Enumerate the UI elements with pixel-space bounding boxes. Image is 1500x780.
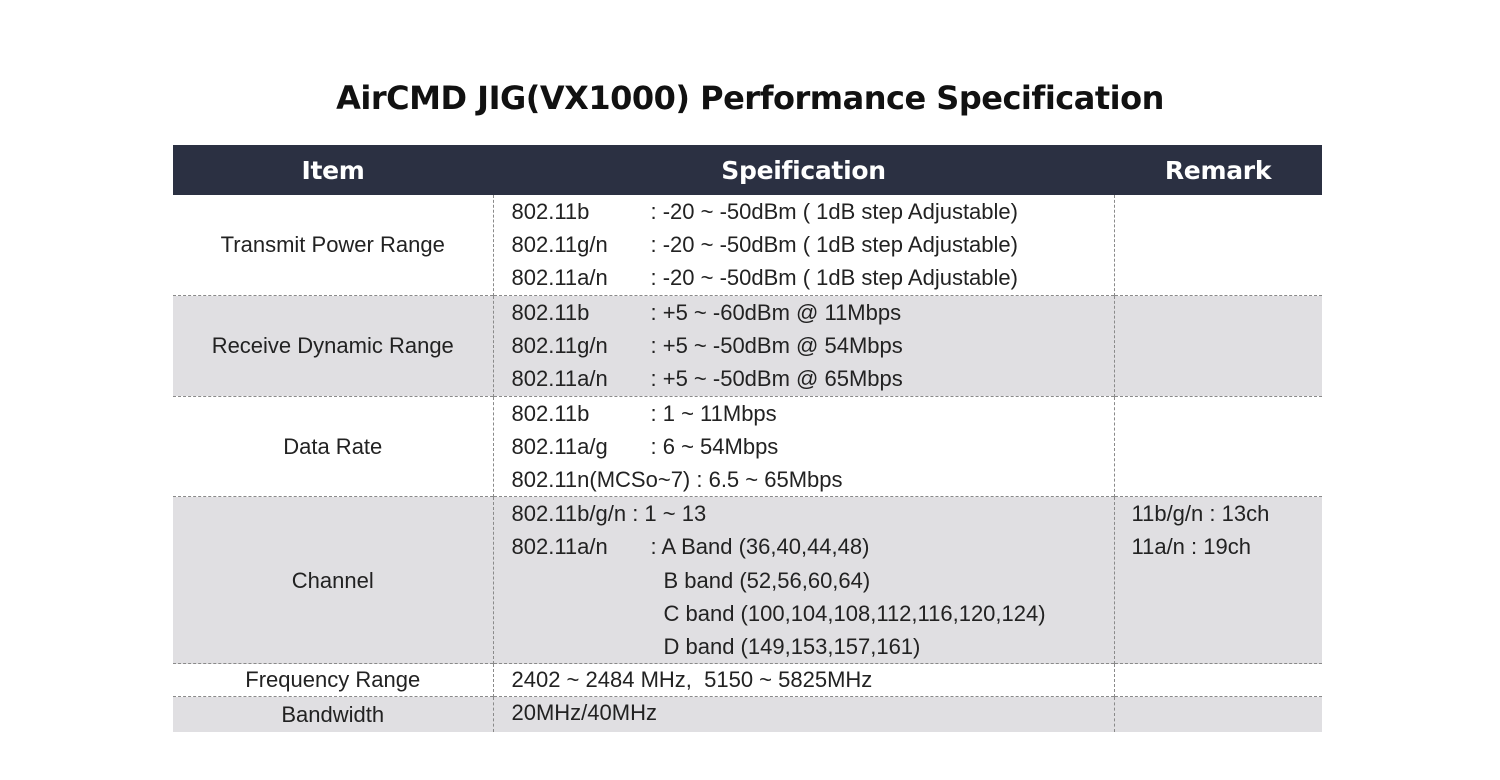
item-cell: Transmit Power Range [220,232,445,258]
remark-cell [1113,395,1322,497]
spec-value: D band (149,153,157,161) [663,633,921,659]
table-row: Channel 802.11b/g/n : 1 ~ 13 802.11a/n : … [173,496,1322,664]
table-row: Transmit Power Range 802.11b : -20 ~ -50d… [173,195,1322,296]
spec-standard: 802.11b [511,300,590,325]
page-title: AirCMD JIG(VX1000) Performance Specifica… [336,79,1164,117]
spec-line: C band (100,104,108,112,116,120,124) [512,597,1114,630]
spec-cell: 802.11b : 1 ~ 11Mbps 802.11a/g : 6 ~ 54Mbp… [492,395,1114,497]
spec-value: 2402 ~ 2484 MHz, 5150 ~ 5825MHz [511,667,873,693]
remark-line: 11a/n : 19ch [1131,534,1251,560]
spec-standard: 802.11b [511,400,590,426]
spec-cell: 802.11b : -20 ~ -50dBm ( 1dB step Adjusta… [492,195,1114,296]
spec-line: 802.11a/n : -20 ~ -50dBm ( 1dB step Adjus… [512,261,1114,294]
spec-line: 2402 ~ 2484 MHz, 5150 ~ 5825MHz [512,664,1114,696]
spec-value: : A Band (36,40,44,48) [650,534,870,560]
table-row: Frequency Range 2402 ~ 2484 MHz, 5150 ~ … [173,663,1322,697]
spec-standard: 802.11g/n [511,232,608,258]
spec-value: : +5 ~ -50dBm @ 54Mbps [650,333,903,359]
item-cell: Data Rate [173,395,493,497]
spec-line: 802.11b/g/n : 1 ~ 13 [512,497,1114,530]
spec-value: : 1 ~ 13 [626,501,707,527]
spec-line: 20MHz/40MHz [512,697,1114,729]
spec-value: : 6 ~ 54Mbps [650,433,779,459]
spec-table: Item Speification Remark Transmit Power … [173,145,1322,733]
spec-standard: 802.11b/g/n [511,501,627,527]
spec-value: : 6.5 ~ 65Mbps [690,466,843,492]
spec-value: : +5 ~ -50dBm @ 65Mbps [650,366,903,392]
remark-cell: 11b/g/n : 13ch 11a/n : 19ch [1113,496,1322,664]
spec-standard: 802.11a/n [511,265,608,291]
spec-value: : -20 ~ -50dBm ( 1dB step Adjustable) [650,232,1018,258]
remark-cell [1113,696,1322,733]
spec-line: 802.11n(MCSo~7) : 6.5 ~ 65Mbps [512,463,1114,496]
spec-line: D band (149,153,157,161) [512,630,1114,663]
spec-line: 802.11b : 1 ~ 11Mbps [512,397,1114,430]
header-item: Item [173,145,493,195]
spec-line: B band (52,56,60,64) [512,564,1114,597]
header-remark: Remark [1114,145,1322,195]
spec-line: 802.11g/n : -20 ~ -50dBm ( 1dB step Adjus… [512,228,1114,261]
spec-value: : 1 ~ 11Mbps [650,400,777,426]
spec-cell: 802.11b : +5 ~ -60dBm @ 11Mbps 802.11g/n:… [492,295,1114,397]
remark-cell [1113,195,1322,296]
table-row: Data Rate 802.11b : 1 ~ 11Mbps 802.11a/g:… [173,395,1322,497]
spec-line: 802.11a/g : 6 ~ 54Mbps [512,430,1114,463]
remark-line: 11b/g/n : 13ch [1131,501,1270,527]
spec-value: C band (100,104,108,112,116,120,124) [663,600,1046,626]
table-row: Bandwidth 20MHz/40MHz [173,696,1322,733]
remark-cell [1113,295,1322,397]
remark-cell [1113,663,1322,697]
spec-standard: 802.11a/n [511,366,608,392]
spec-standard: 802.11b [511,199,590,224]
spec-standard: 802.11g/n [511,333,608,359]
spec-value: : +5 ~ -60dBm @ 11Mbps [650,300,902,325]
spec-value: : -20 ~ -50dBm ( 1dB step Adjustable) [650,199,1018,224]
item-cell: Receive Dynamic Range [173,295,493,397]
item-cell: Frequency Range [173,663,493,697]
spec-value: : -20 ~ -50dBm ( 1dB step Adjustable) [650,265,1018,291]
header-row: Item Speification Remark [173,145,1322,195]
header-spec: Speification [493,145,1114,195]
spec-line: 802.11a/n : A Band (36,40,44,48) [512,530,1114,563]
table-row: Receive Dynamic Range 802.11b : +5 ~ -60d… [173,295,1322,397]
spec-standard: 802.11a/g [511,433,608,459]
spec-cell: 802.11b/g/n : 1 ~ 13 802.11a/n : A Band (… [492,496,1114,664]
spec-line: 802.11g/n : +5 ~ -50dBm @ 54Mbps [512,329,1114,362]
item-cell: Bandwidth [173,696,493,733]
spec-line: 802.11a/n : +5 ~ -50dBm @ 65Mbps [512,362,1114,395]
spec-standard: 802.11a/n [511,534,608,560]
spec-standard: 802.11n(MCSo~7) [511,466,691,492]
spec-cell: 2402 ~ 2484 MHz, 5150 ~ 5825MHz [492,663,1114,697]
spec-value: B band (52,56,60,64) [663,567,871,593]
spec-cell: 20MHz/40MHz [492,696,1114,733]
item-cell: Channel [173,496,493,664]
spec-line: 802.11b : +5 ~ -60dBm @ 11Mbps [512,296,1114,329]
spec-line: 802.11b : -20 ~ -50dBm ( 1dB step Adjusta… [512,195,1114,228]
spec-value: 20MHz/40MHz [511,700,657,726]
